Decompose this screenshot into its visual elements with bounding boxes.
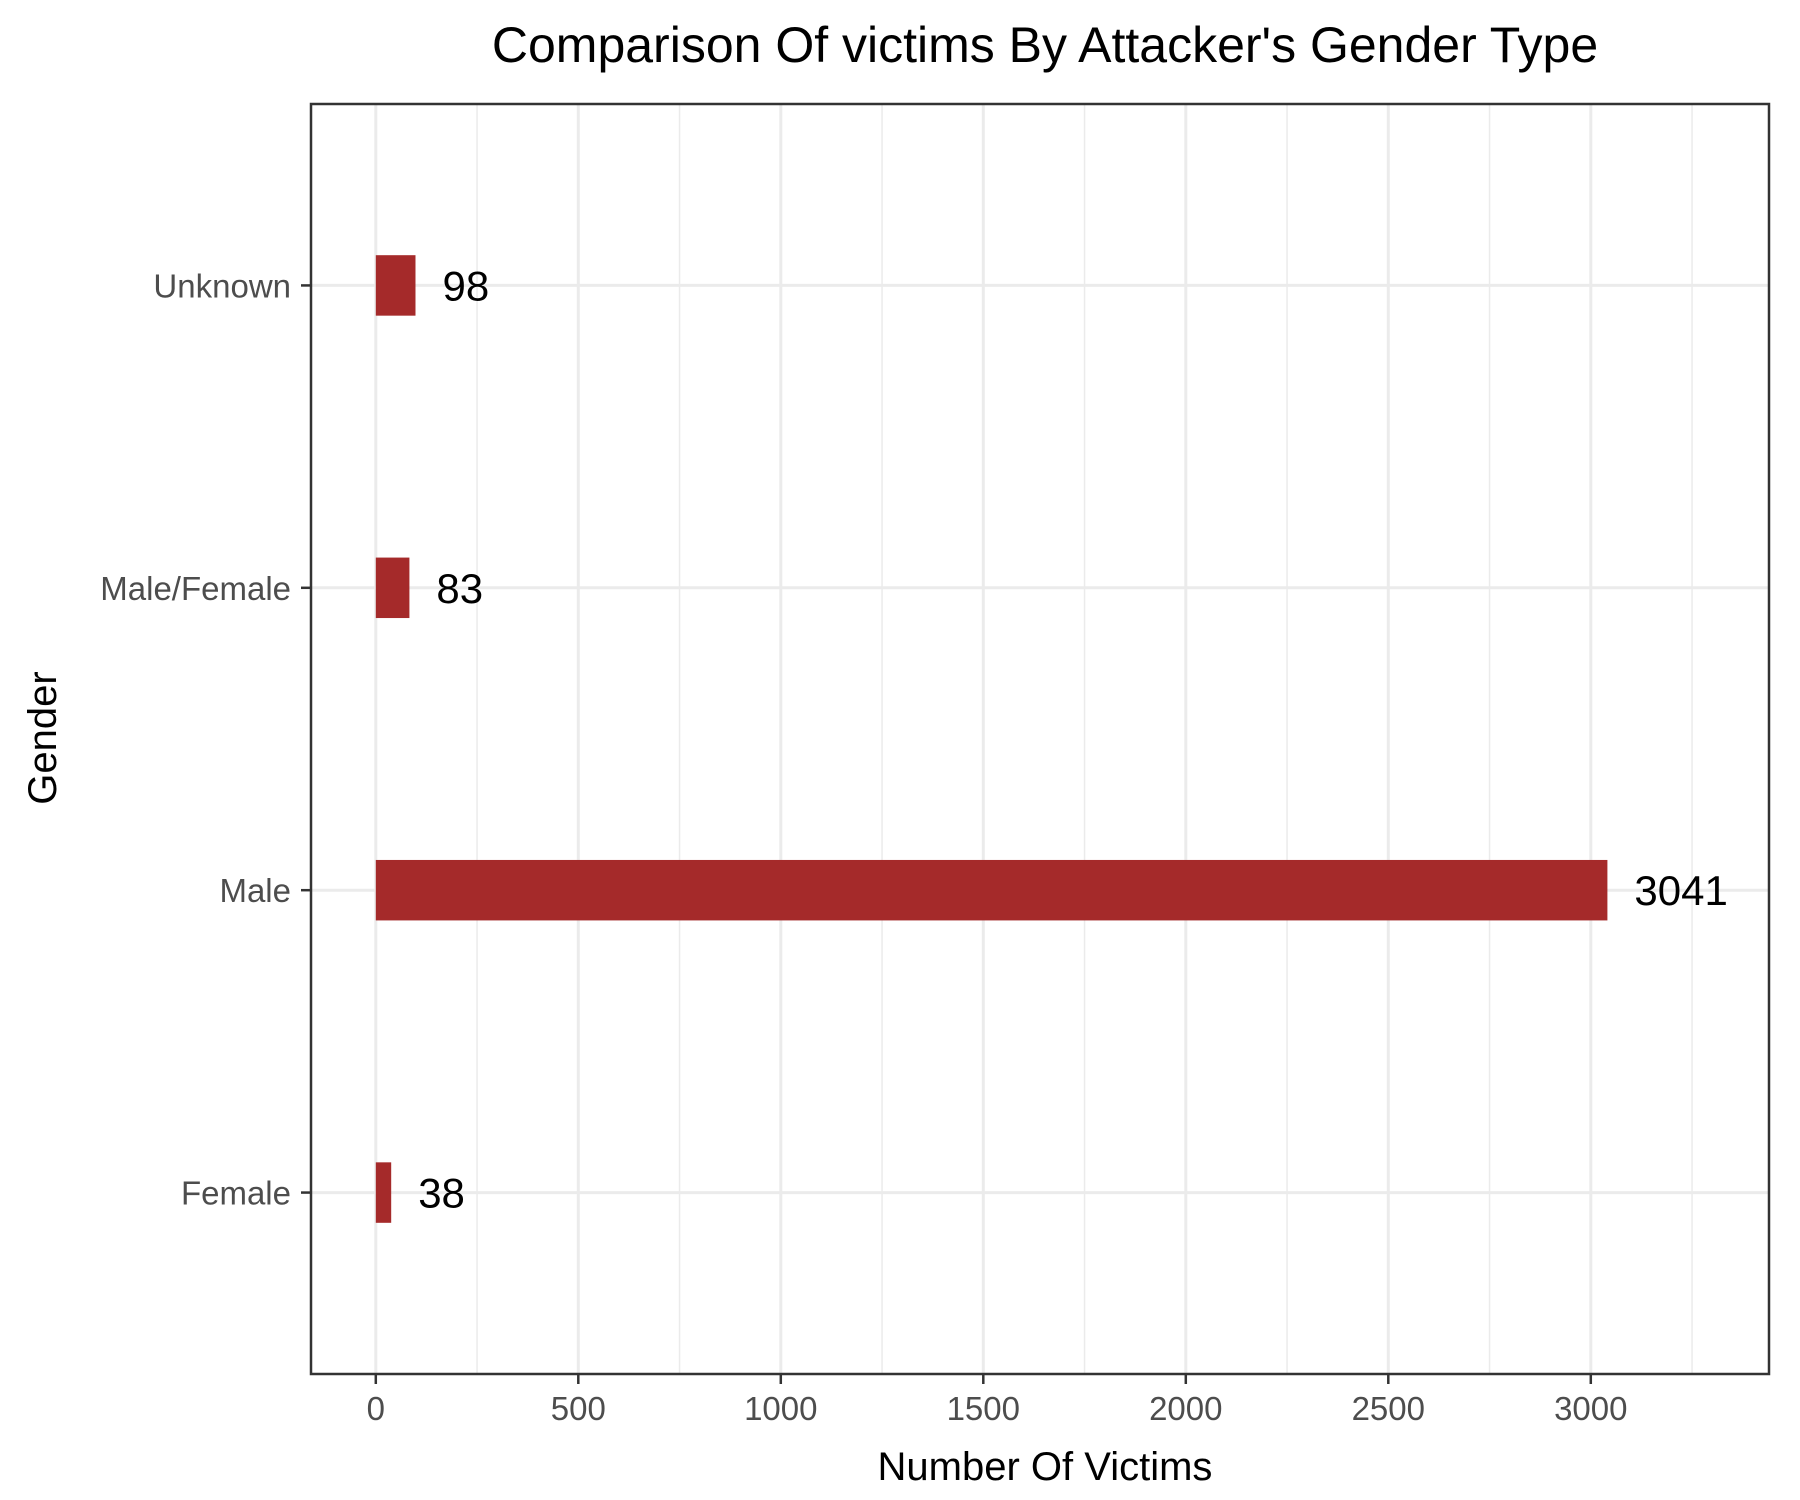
y-tick-label: Unknown [153, 267, 291, 304]
x-axis-title: Number Of Victims [878, 1445, 1213, 1489]
x-tick-label: 500 [551, 1390, 606, 1427]
bars [375, 255, 1608, 1223]
y-tick-label: Male [219, 872, 291, 909]
bar-male [375, 859, 1608, 921]
y-tick-label: Female [181, 1175, 291, 1212]
data-label: 38 [418, 1170, 465, 1217]
data-label: 98 [442, 262, 489, 309]
y-axis-ticks: Female Male Male/Female Unknown [100, 267, 311, 1212]
panel-border [309, 102, 1771, 1376]
x-tick-label: 1000 [744, 1390, 817, 1427]
x-tick-label: 2500 [1352, 1390, 1425, 1427]
x-tick-label: 1500 [947, 1390, 1020, 1427]
bar-unknown [375, 255, 416, 316]
y-tick-label: Male/Female [100, 570, 291, 607]
bar-male-female [375, 557, 410, 619]
x-axis-ticks: 0 500 1000 1500 2000 2500 3000 [367, 1374, 1628, 1427]
y-axis-title: Gender [21, 671, 65, 804]
x-tick-label: 3000 [1554, 1390, 1627, 1427]
x-tick-label: 2000 [1149, 1390, 1222, 1427]
grid [311, 104, 1769, 1374]
data-label: 3041 [1634, 867, 1727, 914]
data-labels: 38 3041 83 98 [418, 262, 1728, 1216]
bar-female [375, 1162, 392, 1223]
chart-title: Comparison Of victims By Attacker's Gend… [492, 17, 1598, 73]
x-tick-label: 0 [367, 1390, 385, 1427]
data-label: 83 [436, 565, 483, 612]
